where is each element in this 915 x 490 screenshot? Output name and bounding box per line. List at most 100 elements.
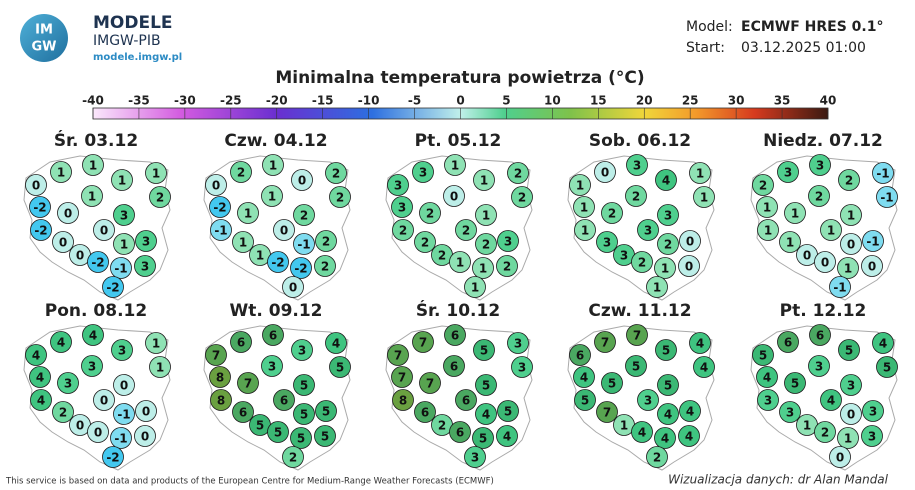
station-value: -1 [880,191,893,205]
station-marker [110,427,132,449]
station-marker [57,372,79,394]
station-marker [237,202,259,224]
station-value: 5 [883,361,891,375]
station-value: 5 [322,405,330,419]
station-marker [654,427,676,449]
station-marker [449,251,471,273]
station-value: 4 [696,337,704,351]
station-marker [475,204,497,226]
station-marker [282,276,304,298]
station-value: 3 [394,179,402,193]
station-marker [840,233,862,255]
station-marker [757,219,779,241]
station-value: 0 [868,260,876,274]
panel-title: Czw. 11.12 [588,301,691,321]
colorbar-tick-label: -30 [174,94,196,108]
station-value: 5 [581,394,589,408]
station-value: 4 [89,329,97,343]
station-value: 4 [580,371,588,385]
station-marker [475,403,497,425]
station-marker [93,389,115,411]
panel-title: Pon. 08.12 [45,301,147,321]
station-marker [678,425,700,447]
station-value: 6 [456,426,464,440]
station-value: 0 [141,430,149,444]
station-marker [654,257,676,279]
station-value: -1 [214,224,227,238]
station-marker [861,255,883,277]
station-value: 0 [212,179,220,193]
station-marker [876,356,898,378]
station-marker [473,169,495,191]
station-value: 8 [217,394,225,408]
station-value: -2 [91,256,104,270]
station-value: 1 [239,236,247,250]
station-marker [209,196,231,218]
station-value: 3 [869,405,877,419]
station-marker [752,174,774,196]
station-value: 5 [274,426,282,440]
station-value: 3 [141,260,149,274]
station-value: 5 [504,405,512,419]
station-value: 5 [297,432,305,446]
station-marker [273,219,295,241]
station-value: 2 [462,224,470,238]
station-marker [838,339,860,361]
station-marker [862,400,884,422]
station-value: 1 [152,337,160,351]
station-marker [113,233,135,255]
panel-title: Pt. 05.12 [415,131,502,151]
station-marker [391,366,413,388]
country-outline [23,155,171,301]
station-marker [392,219,414,241]
station-value: 1 [120,238,128,252]
station-value: 1 [256,249,264,263]
station-value: 1 [786,236,794,250]
station-marker [315,230,337,252]
station-marker [209,366,231,388]
station-marker [511,356,533,378]
station-marker [837,427,859,449]
station-value: 4 [57,336,65,350]
station-marker [573,196,595,218]
colorbar-tick-label: 25 [682,94,699,108]
panel-title: Czw. 04.12 [224,131,327,151]
station-marker [87,251,109,273]
station-marker [419,202,441,224]
station-value: 3 [298,344,306,358]
station-marker [50,331,72,353]
station-marker [30,219,52,241]
station-marker [809,324,831,346]
station-marker [679,400,701,422]
station-marker [475,233,497,255]
station-value: -1 [297,238,310,252]
station-marker [443,185,465,207]
station-marker [637,219,659,241]
brand: MODELE [93,13,173,33]
station-marker [232,231,254,253]
station-value: 2 [608,207,616,221]
url[interactable]: modele.imgw.pl [93,52,182,63]
station-value: 4 [37,394,45,408]
station-marker [475,374,497,396]
station-marker [282,446,304,468]
station-value: 1 [847,209,855,223]
station-value: 2 [664,238,672,252]
station-value: 5 [482,379,490,393]
station-marker [273,389,295,411]
station-marker [657,204,679,226]
station-marker [455,219,477,241]
logo-text: IM [35,23,53,38]
station-value: 0 [120,379,128,393]
station-marker [840,374,862,396]
station-marker [81,185,103,207]
station-value: 6 [576,349,584,363]
station-marker [29,196,51,218]
station-marker [569,174,591,196]
station-marker [631,421,653,443]
station-value: 3 [518,361,526,375]
station-value: 0 [76,419,84,433]
station-value: -2 [33,201,46,215]
station-marker [594,331,616,353]
